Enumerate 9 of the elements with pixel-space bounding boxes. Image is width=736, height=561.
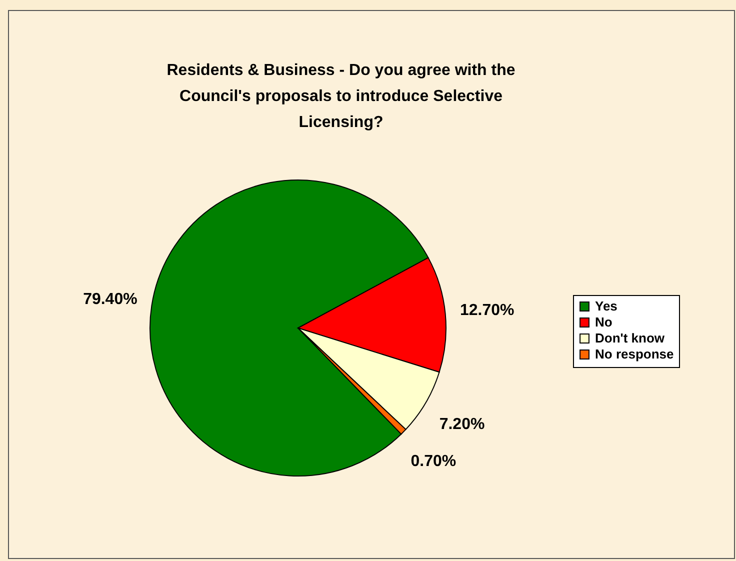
data-label: 7.20% xyxy=(439,416,485,433)
legend-label: Yes xyxy=(595,298,618,314)
data-label: 79.40% xyxy=(83,291,138,308)
legend-label: No xyxy=(595,314,612,330)
chart-title: Residents & Business - Do you agree with the Council's proposals to introduce Selective Licensing? xyxy=(166,62,516,131)
data-label: 0.70% xyxy=(410,453,456,470)
legend-label: No response xyxy=(595,346,674,362)
legend-label: Don't know xyxy=(595,330,666,346)
data-label: 12.70% xyxy=(460,302,514,319)
